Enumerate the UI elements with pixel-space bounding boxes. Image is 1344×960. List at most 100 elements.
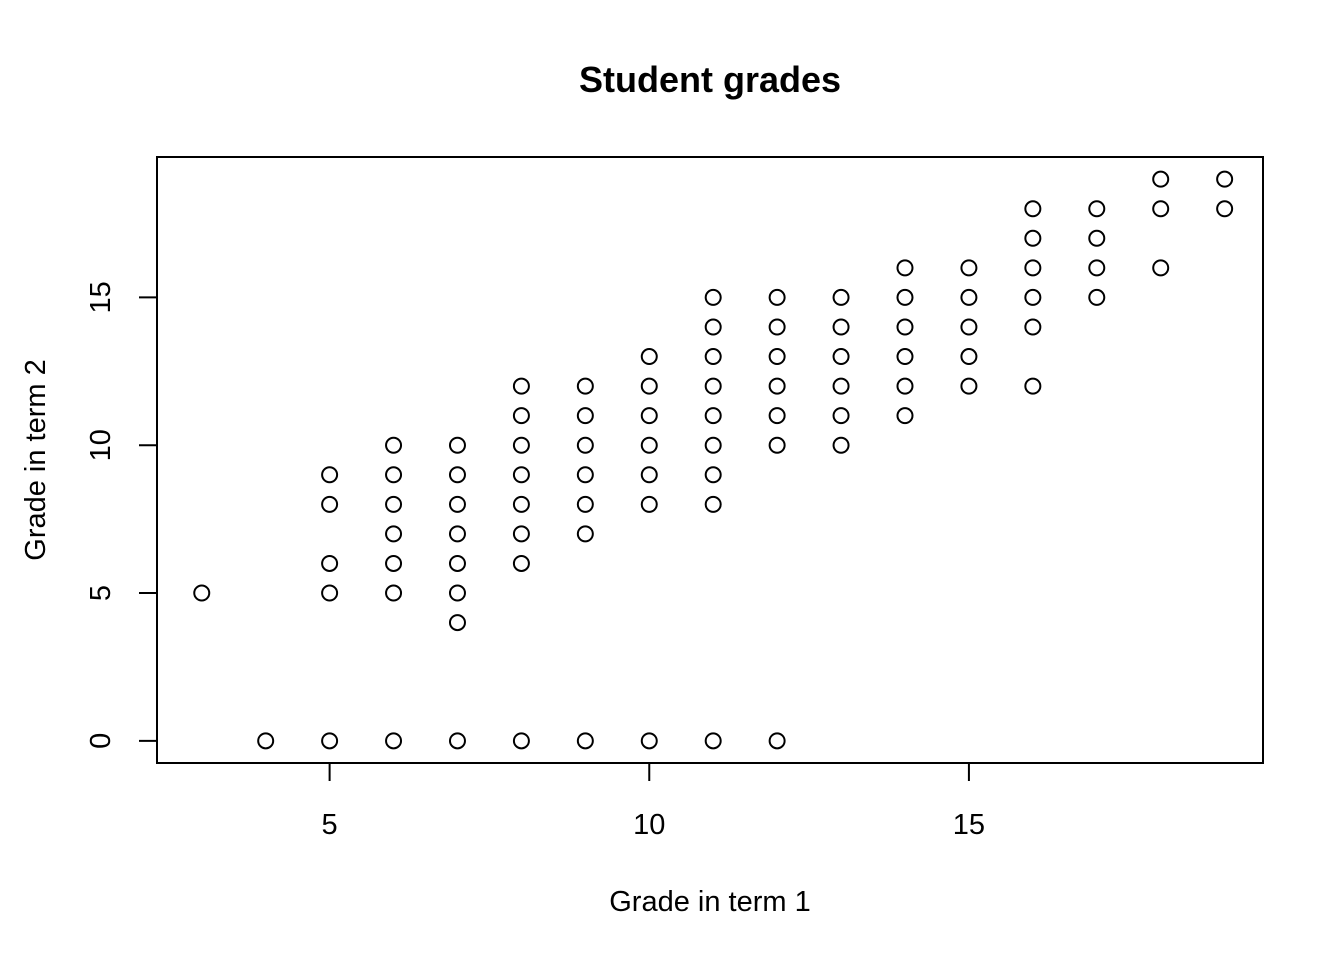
- y-tick-label: 10: [85, 429, 117, 461]
- data-point: [640, 348, 658, 366]
- data-point: [385, 554, 403, 572]
- chart-title: Student grades: [579, 59, 841, 100]
- data-point: [512, 377, 530, 395]
- data-point: [385, 466, 403, 484]
- y-axis-label: Grade in term 2: [20, 359, 52, 560]
- data-point: [448, 466, 466, 484]
- data-point: [321, 554, 339, 572]
- data-point: [448, 584, 466, 602]
- data-point: [1024, 318, 1042, 336]
- data-point: [1088, 288, 1106, 306]
- data-point: [1152, 170, 1170, 188]
- data-point: [832, 377, 850, 395]
- y-tick-label: 15: [85, 281, 117, 313]
- data-point: [1216, 200, 1234, 218]
- data-point: [1024, 377, 1042, 395]
- data-point: [1088, 259, 1106, 277]
- data-point: [896, 288, 914, 306]
- data-point: [321, 495, 339, 513]
- data-point: [385, 525, 403, 543]
- data-point: [576, 495, 594, 513]
- data-point: [1088, 200, 1106, 218]
- data-point: [768, 407, 786, 425]
- data-point: [1024, 200, 1042, 218]
- data-point: [896, 259, 914, 277]
- data-point: [768, 318, 786, 336]
- data-point: [832, 436, 850, 454]
- data-point: [640, 466, 658, 484]
- data-point: [640, 377, 658, 395]
- data-point: [385, 436, 403, 454]
- data-point: [321, 732, 339, 750]
- data-point: [704, 407, 722, 425]
- data-point: [448, 525, 466, 543]
- x-tick-label: 10: [633, 809, 665, 841]
- data-point: [768, 377, 786, 395]
- data-point: [768, 288, 786, 306]
- data-point: [768, 348, 786, 366]
- data-point: [704, 377, 722, 395]
- data-point: [576, 377, 594, 395]
- data-points: [193, 170, 1234, 750]
- data-point: [1152, 259, 1170, 277]
- data-point: [385, 584, 403, 602]
- data-point: [704, 318, 722, 336]
- data-point: [1024, 229, 1042, 247]
- data-point: [704, 348, 722, 366]
- data-point: [1152, 200, 1170, 218]
- data-point: [960, 259, 978, 277]
- data-point: [640, 407, 658, 425]
- data-point: [512, 495, 530, 513]
- plot-frame: [156, 156, 1264, 764]
- y-tick-label: 0: [85, 733, 117, 749]
- data-point: [960, 318, 978, 336]
- data-point: [512, 554, 530, 572]
- x-axis-label: Grade in term 1: [609, 886, 810, 918]
- data-point: [960, 288, 978, 306]
- data-point: [385, 732, 403, 750]
- data-point: [321, 466, 339, 484]
- y-axis: 0 5 10 15: [85, 281, 158, 749]
- data-point: [768, 732, 786, 750]
- data-point: [257, 732, 275, 750]
- x-tick-label: 15: [953, 809, 985, 841]
- data-point: [832, 288, 850, 306]
- data-point: [896, 407, 914, 425]
- data-point: [1216, 170, 1234, 188]
- data-point: [704, 436, 722, 454]
- data-point: [1088, 229, 1106, 247]
- data-point: [576, 436, 594, 454]
- data-point: [448, 495, 466, 513]
- data-point: [512, 466, 530, 484]
- data-point: [512, 407, 530, 425]
- data-point: [960, 348, 978, 366]
- data-point: [832, 318, 850, 336]
- data-point: [448, 554, 466, 572]
- data-point: [1024, 288, 1042, 306]
- data-point: [640, 495, 658, 513]
- data-point: [640, 732, 658, 750]
- data-point: [704, 288, 722, 306]
- data-point: [512, 732, 530, 750]
- data-point: [512, 436, 530, 454]
- data-point: [896, 377, 914, 395]
- data-point: [576, 466, 594, 484]
- data-point: [704, 495, 722, 513]
- data-point: [832, 348, 850, 366]
- data-point: [768, 436, 786, 454]
- data-point: [704, 732, 722, 750]
- y-tick-label: 5: [85, 585, 117, 601]
- data-point: [896, 318, 914, 336]
- data-point: [448, 436, 466, 454]
- data-point: [1024, 259, 1042, 277]
- x-tick-label: 5: [322, 809, 338, 841]
- data-point: [576, 407, 594, 425]
- data-point: [193, 584, 211, 602]
- data-point: [576, 732, 594, 750]
- data-point: [512, 525, 530, 543]
- data-point: [832, 407, 850, 425]
- data-point: [960, 377, 978, 395]
- data-point: [448, 614, 466, 632]
- data-point: [321, 584, 339, 602]
